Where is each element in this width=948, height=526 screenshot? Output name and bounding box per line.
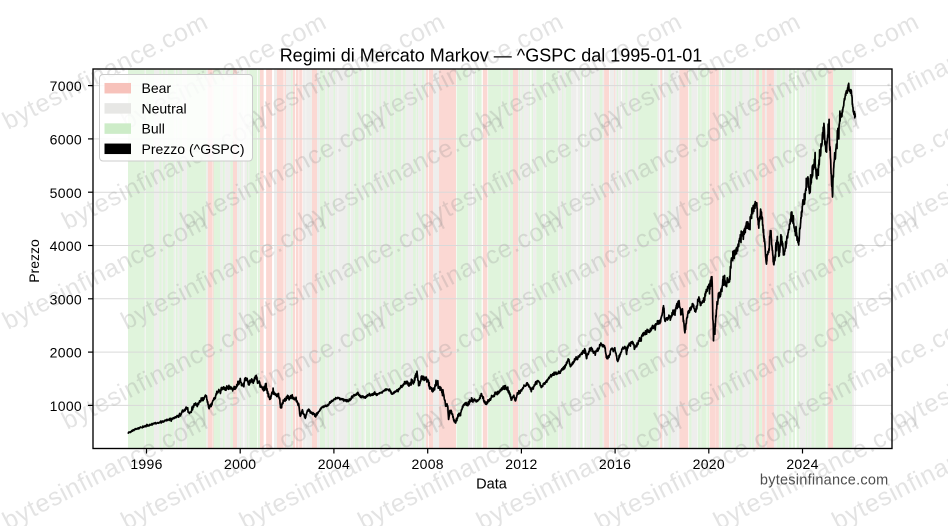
svg-text:1996: 1996 xyxy=(130,456,162,472)
svg-text:3000: 3000 xyxy=(50,291,82,307)
svg-text:Prezzo (^GSPC): Prezzo (^GSPC) xyxy=(142,141,245,157)
svg-text:Neutral: Neutral xyxy=(142,100,187,116)
svg-text:Prezzo: Prezzo xyxy=(26,239,42,283)
svg-text:5000: 5000 xyxy=(50,185,82,201)
svg-text:2016: 2016 xyxy=(599,456,631,472)
svg-text:2020: 2020 xyxy=(693,456,725,472)
svg-text:2008: 2008 xyxy=(412,456,444,472)
svg-text:2004: 2004 xyxy=(318,456,350,472)
svg-text:4000: 4000 xyxy=(50,238,82,254)
svg-text:Regimi di Mercato Markov — ^GS: Regimi di Mercato Markov — ^GSPC dal 199… xyxy=(280,45,703,65)
svg-text:Bull: Bull xyxy=(142,121,165,137)
svg-text:2000: 2000 xyxy=(224,456,256,472)
svg-text:2024: 2024 xyxy=(786,456,818,472)
svg-text:2000: 2000 xyxy=(50,345,82,361)
svg-text:7000: 7000 xyxy=(50,78,82,94)
svg-text:6000: 6000 xyxy=(50,132,82,148)
svg-text:2012: 2012 xyxy=(505,456,537,472)
svg-text:1000: 1000 xyxy=(50,398,82,414)
svg-text:bytesinfinance.com: bytesinfinance.com xyxy=(760,472,889,488)
svg-text:Data: Data xyxy=(476,476,508,492)
svg-text:Bear: Bear xyxy=(142,80,172,96)
